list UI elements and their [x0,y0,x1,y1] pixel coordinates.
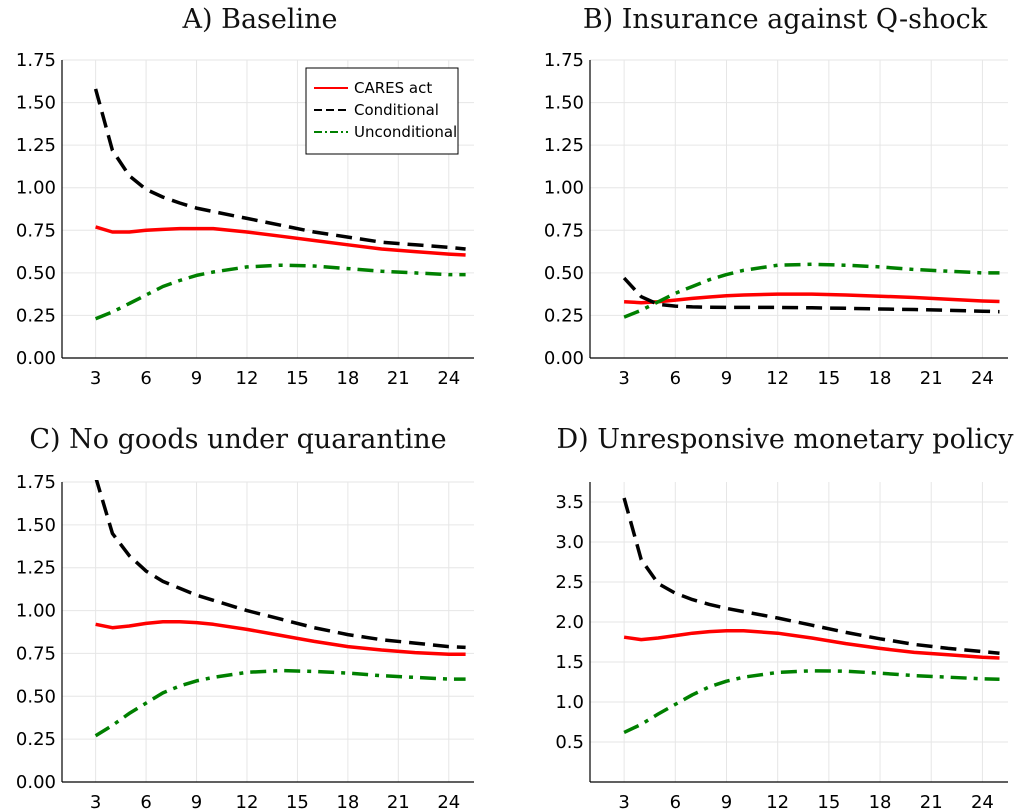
y-tick-label: 3.5 [555,492,584,513]
series-line-unconditional [623,669,1000,734]
x-tick-label: 6 [670,368,681,389]
legend-label-cares: CARES act [354,79,432,97]
x-tick-label: 15 [286,368,309,389]
y-tick-label: 1.25 [16,135,56,156]
x-tick-label: 12 [236,792,259,811]
series-line-unconditional [623,262,1000,319]
x-tick-label: 21 [387,368,410,389]
y-tick-label: 1.75 [544,50,584,71]
x-tick-label: 6 [670,792,681,811]
y-tick-label: 0.50 [16,686,56,707]
x-tick-label: 15 [286,792,309,811]
y-tick-label: 0.00 [16,772,56,793]
series-line-conditional [622,276,1000,314]
y-tick-label: 1.0 [555,692,584,713]
y-tick-label: 1.00 [16,178,56,199]
x-tick-label: 9 [191,368,202,389]
y-tick-label: 0.5 [555,732,584,753]
series-line-conditional [622,497,1000,655]
x-tick-label: 24 [437,792,460,811]
x-tick-label: 21 [920,792,943,811]
x-tick-label: 18 [869,368,892,389]
x-tick-label: 9 [721,792,732,811]
series-line-conditional [93,88,466,251]
x-tick-label: 12 [766,368,789,389]
y-tick-label: 1.50 [544,93,584,114]
x-tick-label: 3 [90,792,101,811]
series-line-cares [623,629,1000,660]
plot-panel-d: 0.5 1.0 1.5 2.0 2.5 3.0 3.5 3 6 9 12 15 18 21 24 [555,482,1008,811]
series-line-unconditional [94,263,466,321]
y-tick-label: 1.50 [16,515,56,536]
x-tick-label: 24 [971,368,994,389]
y-tick-label: 1.25 [16,558,56,579]
x-tick-label: 9 [721,368,732,389]
x-tick-label: 21 [920,368,943,389]
x-tick-label: 21 [387,792,410,811]
x-tick-label: 6 [140,368,151,389]
x-tick-label: 6 [140,792,151,811]
x-tick-label: 9 [191,792,202,811]
y-tick-label: 1.75 [16,50,56,71]
x-tick-label: 3 [618,368,629,389]
y-tick-label: 1.25 [544,135,584,156]
y-tick-label: 0.25 [16,305,56,326]
panel-title-c: C) No goods under quarantine [29,424,446,455]
x-tick-label: 18 [336,792,359,811]
y-tick-label: 0.75 [16,220,56,241]
plot-panel-b: 0.00 0.25 0.50 0.75 1.00 1.25 1.50 1.75 3 6 9 12 15 1… [544,50,1008,389]
x-tick-label: 15 [817,792,840,811]
y-tick-label: 3.0 [555,532,584,553]
x-tick-label: 24 [437,368,460,389]
panel-title-b: B) Insurance against Q-shock [583,4,988,35]
y-tick-label: 1.00 [544,178,584,199]
panel-title-d: D) Unresponsive monetary policy [557,424,1015,455]
x-tick-label: 18 [869,792,892,811]
series-line-conditional [94,480,466,650]
y-tick-label: 1.00 [16,601,56,622]
plot-panel-a: 0.00 0.25 0.50 0.75 1.00 1.25 1.50 1.75 3 6 9 12 15 1… [16,50,474,389]
x-tick-label: 3 [90,368,101,389]
y-tick-label: 0.50 [16,263,56,284]
plot-panel-c: 0.00 0.25 0.50 0.75 1.00 1.25 1.50 1.75 3 6 9 12 15 1… [16,472,474,811]
series-line-cares [624,292,1000,305]
y-tick-label: 0.75 [16,643,56,664]
x-tick-label: 24 [971,792,994,811]
y-tick-label: 0.00 [16,348,56,369]
x-tick-label: 12 [766,792,789,811]
y-tick-label: 2.5 [555,572,584,593]
series-line-cares [95,225,466,257]
legend-label-unconditional: Unconditional [354,123,457,141]
x-tick-label: 15 [817,368,840,389]
x-tick-label: 18 [336,368,359,389]
panel-title-a: A) Baseline [181,4,337,35]
y-tick-label: 1.5 [555,652,584,673]
y-tick-label: 0.25 [544,305,584,326]
y-tick-label: 2.0 [555,612,584,633]
y-tick-label: 0.25 [16,729,56,750]
y-tick-label: 0.00 [544,348,584,369]
x-tick-label: 12 [236,368,259,389]
legend: CARES act Conditional Unconditional [305,67,459,155]
legend-label-conditional: Conditional [354,101,439,119]
y-tick-label: 1.75 [16,472,56,493]
x-tick-label: 3 [618,792,629,811]
y-tick-label: 0.50 [544,263,584,284]
y-tick-label: 0.75 [544,220,584,241]
series-line-cares [95,619,466,657]
y-tick-label: 1.50 [16,93,56,114]
series-line-unconditional [94,668,466,738]
